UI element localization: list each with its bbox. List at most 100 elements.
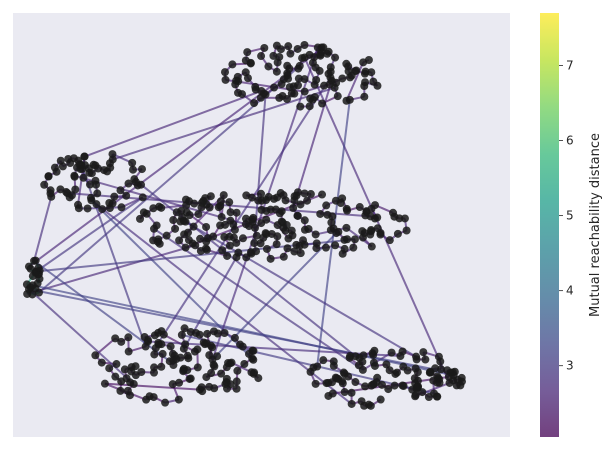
data-point [313, 43, 322, 52]
data-point [111, 334, 120, 343]
data-point [300, 189, 309, 198]
data-point [366, 212, 375, 221]
data-point [47, 192, 56, 201]
data-point [457, 373, 466, 382]
data-point [136, 214, 145, 223]
data-point [189, 222, 198, 231]
data-point [329, 361, 338, 370]
data-point [169, 216, 178, 225]
data-point [98, 205, 107, 214]
data-point [83, 204, 92, 213]
data-point [254, 374, 263, 383]
data-point [64, 155, 73, 164]
data-point [327, 218, 336, 227]
data-point [321, 243, 330, 252]
data-point [180, 324, 189, 333]
mst-edge [35, 196, 144, 273]
data-point [400, 214, 409, 223]
data-point [233, 366, 242, 375]
data-point [318, 99, 327, 108]
data-point [257, 52, 266, 61]
data-point [338, 74, 347, 83]
data-point [250, 99, 259, 108]
data-point [384, 385, 393, 394]
data-point [79, 173, 88, 182]
data-point [193, 363, 202, 372]
data-point [203, 329, 212, 338]
data-point [142, 395, 151, 404]
data-point [410, 374, 419, 383]
data-point [150, 363, 159, 372]
data-point [223, 384, 232, 393]
data-point [398, 381, 407, 390]
data-point [196, 246, 205, 255]
data-point [328, 389, 337, 398]
data-point [288, 231, 297, 240]
data-point [149, 393, 158, 402]
data-point [352, 66, 361, 75]
data-point [421, 355, 430, 364]
data-point [124, 347, 133, 356]
data-point [385, 236, 394, 245]
data-point [162, 231, 171, 240]
data-point [226, 208, 235, 217]
data-point [286, 49, 295, 58]
data-point [124, 179, 133, 188]
data-point [196, 234, 205, 243]
mst-edge [33, 196, 53, 262]
data-point [275, 52, 284, 61]
data-point [346, 352, 355, 361]
data-point [172, 355, 181, 364]
data-point [369, 380, 378, 389]
data-point [360, 82, 369, 91]
data-point [140, 333, 149, 342]
data-point [74, 200, 83, 209]
data-point [318, 190, 327, 199]
data-point [86, 193, 95, 202]
data-point [202, 245, 211, 254]
data-point [364, 55, 373, 64]
data-point [387, 348, 396, 357]
data-point [186, 374, 195, 383]
mst-edge [28, 288, 135, 385]
data-point [358, 233, 367, 242]
data-point [213, 329, 222, 338]
data-point [283, 94, 292, 103]
data-point [347, 399, 356, 408]
data-point [175, 236, 184, 245]
data-point [220, 232, 229, 241]
data-point [271, 205, 280, 214]
data-point [346, 73, 355, 82]
data-point [419, 348, 428, 357]
data-point [367, 226, 376, 235]
data-point [311, 230, 320, 239]
data-point [336, 198, 345, 207]
data-point [194, 210, 203, 219]
data-point [283, 69, 292, 78]
data-point [250, 239, 259, 248]
data-point [332, 78, 341, 87]
colorbar-tick-label: 3 [566, 359, 574, 373]
data-point [46, 186, 55, 195]
data-point [283, 244, 292, 253]
data-point [185, 211, 194, 220]
data-point [168, 380, 177, 389]
data-point [350, 235, 359, 244]
data-point [367, 242, 376, 251]
data-point [393, 229, 402, 238]
data-point [202, 222, 211, 231]
data-point [244, 222, 253, 231]
data-point [120, 365, 129, 374]
data-point [403, 366, 412, 375]
mst-edge [32, 284, 454, 377]
data-point [199, 338, 208, 347]
data-point [312, 244, 321, 253]
data-point [225, 241, 234, 250]
data-point [331, 53, 340, 62]
data-point [343, 206, 352, 215]
data-point [220, 329, 229, 338]
data-point [197, 198, 206, 207]
data-point [183, 351, 192, 360]
data-point [293, 211, 302, 220]
